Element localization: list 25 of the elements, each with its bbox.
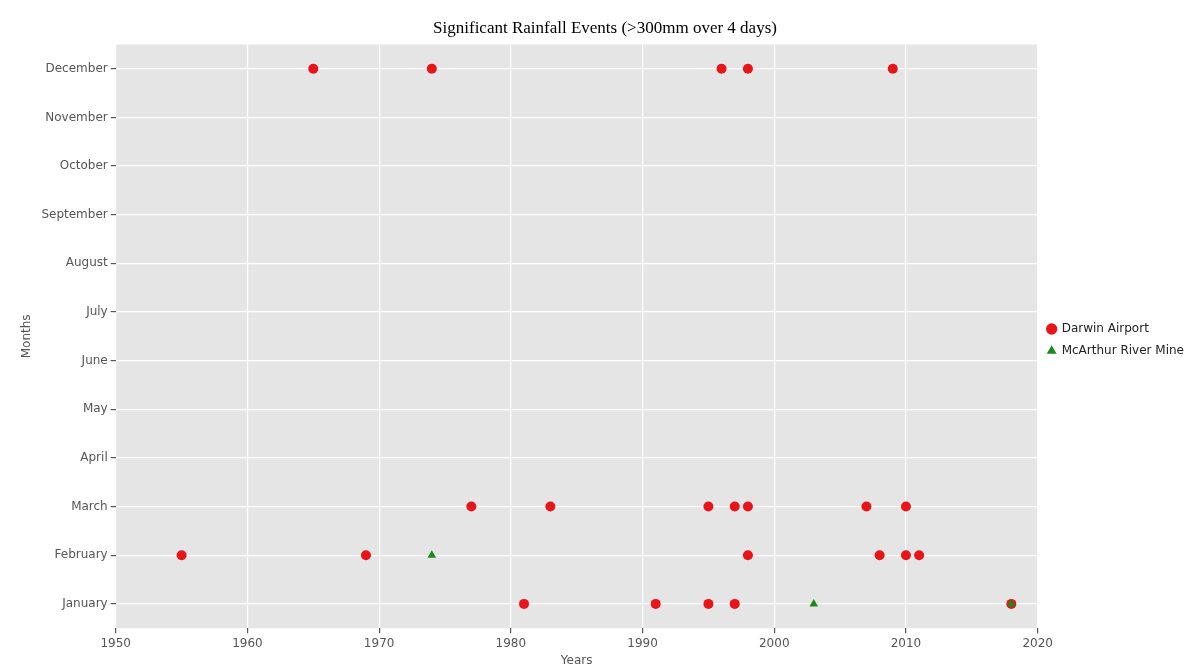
y-tick-label: October — [59, 158, 108, 173]
x-tick-label: 2000 — [758, 635, 790, 650]
x-tick-label: 1990 — [627, 635, 658, 650]
y-tick-label: June — [80, 352, 108, 367]
x-tick-label: 1980 — [495, 635, 527, 650]
x-tick-label: 2010 — [890, 635, 922, 650]
y-tick-label: January — [61, 596, 108, 610]
y-tick-label: May — [82, 401, 108, 416]
legend-label: Darwin Airport — [1061, 321, 1150, 336]
x-tick-label: 2020 — [1022, 635, 1053, 650]
legend-label: McArthur River Mine — [1061, 343, 1185, 358]
y-tick-label: March — [71, 498, 108, 513]
x-tick-label: 1950 — [100, 635, 131, 650]
y-tick-label: August — [65, 255, 109, 270]
y-tick-label: February — [54, 547, 108, 562]
y-tick-label: November — [45, 109, 108, 124]
x-tick-label: 1960 — [232, 635, 263, 650]
x-tick-label: 1970 — [363, 635, 395, 650]
chart-title: Significant Rainfall Events (>300mm over 4 days) — [433, 17, 777, 37]
y-tick-label: July — [85, 304, 108, 319]
y-tick-label: September — [41, 206, 108, 221]
y-tick-label: April — [80, 450, 108, 465]
y-tick-label: December — [45, 60, 108, 75]
y-axis-title: Months — [19, 314, 34, 359]
x-axis-title: Years — [559, 652, 593, 667]
